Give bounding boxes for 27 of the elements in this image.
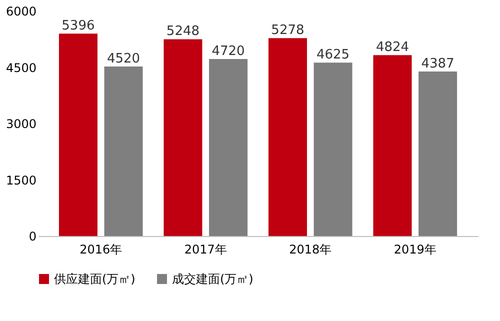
bar [373,55,412,236]
data-label: 4625 [316,48,350,63]
x-tick-label: 2016年 [80,242,122,256]
x-tick-label: 2017年 [184,242,227,256]
bar [209,59,248,236]
legend-label: 供应建面(万㎡) [54,272,136,286]
data-label: 5248 [166,24,200,40]
y-tick-label: 3000 [6,117,36,131]
y-tick-label: 4500 [6,60,36,75]
bar [104,66,143,236]
y-tick-label: 1500 [6,173,36,188]
data-label: 5278 [271,23,304,38]
bar [418,71,458,236]
data-label: 5396 [62,18,95,34]
bar [58,34,98,236]
y-tick-label: 6000 [6,4,36,18]
data-label: 4520 [106,52,140,66]
bar [314,62,352,236]
data-label: 4387 [421,56,454,72]
x-tick-label: 2019年 [394,242,436,256]
data-label: 4720 [212,44,245,59]
legend-label: 成交建面(万㎡) [172,272,254,286]
y-tick-label: 0 [28,230,36,244]
data-label: 4824 [376,40,410,56]
bar [268,38,307,236]
bar [164,39,202,236]
x-tick-label: 2018年 [289,242,332,256]
